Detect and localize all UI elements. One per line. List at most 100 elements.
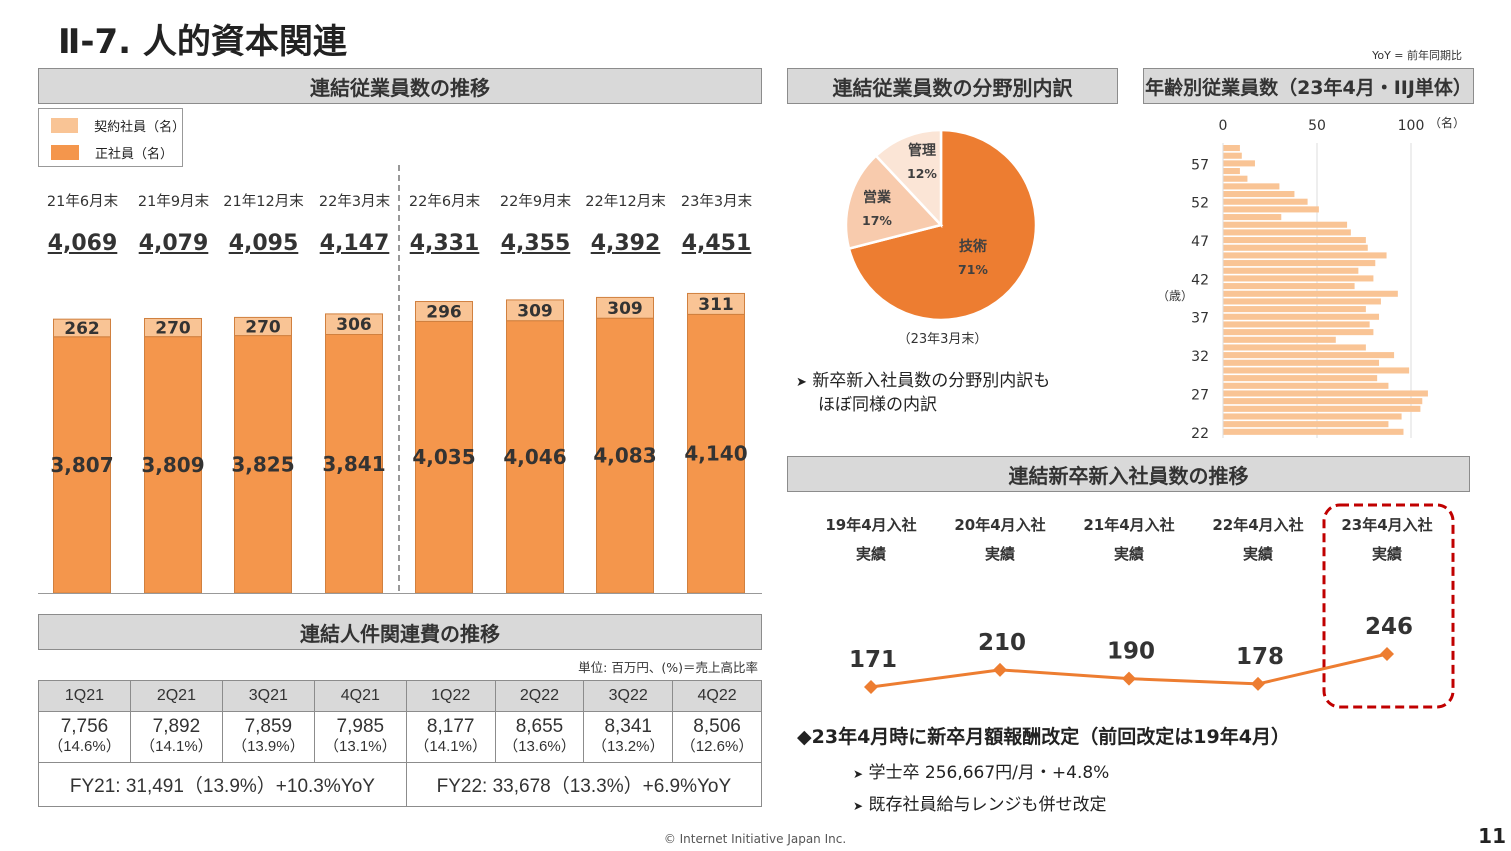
age-bar xyxy=(1223,321,1370,328)
period-label: 21年6月末 xyxy=(46,194,119,210)
category-sublabel: 実績 xyxy=(1372,545,1402,563)
slice-percent: 17% xyxy=(862,213,892,228)
x-tick-label: 50 xyxy=(1308,118,1326,134)
cost-table: 1Q21 2Q21 3Q21 4Q21 1Q22 2Q22 3Q22 4Q22 7,756 （1… xyxy=(38,680,763,807)
age-bar xyxy=(1223,413,1402,420)
y-tick-label: 32 xyxy=(1191,349,1209,365)
age-bar xyxy=(1223,375,1378,382)
regular-value-label: 3,825 xyxy=(231,452,294,476)
category-sublabel: 実績 xyxy=(985,545,1015,563)
regular-value-label: 4,046 xyxy=(503,445,566,469)
ratio-label: （13.1%） xyxy=(324,738,397,755)
data-point-marker xyxy=(1380,647,1394,661)
ratio-label: （13.2%） xyxy=(591,738,665,755)
cost-cell: 7,859 （13.9%） xyxy=(221,711,315,763)
x-tick-label: 100 xyxy=(1398,118,1425,134)
age-bar xyxy=(1223,214,1282,221)
age-bar xyxy=(1223,244,1368,251)
category-sublabel: 実績 xyxy=(1114,545,1144,563)
age-bar xyxy=(1223,252,1387,259)
note-line: 新卒新入社員数の分野別内訳も xyxy=(812,371,1051,391)
age-bar xyxy=(1223,367,1410,374)
pie-slice-1 xyxy=(844,153,944,251)
age-bar xyxy=(1223,198,1308,205)
cost-cell: 8,655 （13.6%） xyxy=(494,711,585,763)
arrow-bullet-icon: ➤ xyxy=(796,375,807,390)
age-bar xyxy=(1223,298,1381,305)
bar-regular xyxy=(415,320,473,594)
arrow-bullet-icon: ➤ xyxy=(853,767,864,781)
age-bar xyxy=(1223,336,1336,343)
slice-percent: 12% xyxy=(907,166,937,181)
bar-contract xyxy=(53,318,111,338)
total-label: 4,451 xyxy=(681,231,752,256)
total-label: 4,355 xyxy=(500,231,571,256)
total-label: 4,069 xyxy=(47,231,118,256)
slice-label: 技術 xyxy=(959,238,987,255)
cost-cell: 8,341 （13.2%） xyxy=(583,711,674,763)
y-tick-label: 27 xyxy=(1191,387,1209,403)
age-bar xyxy=(1223,313,1380,320)
regular-value-label: 3,807 xyxy=(50,453,113,477)
data-label: 210 xyxy=(978,630,1026,656)
contract-value-label: 309 xyxy=(517,301,553,321)
quarter-header: 4Q21 xyxy=(313,680,407,712)
data-point-marker xyxy=(1122,671,1136,686)
period-label: 23年3月末 xyxy=(680,194,753,210)
employees-bar-chart: 262 3,807 270 3,809 270 3,825 306 3,841 296 4,035… xyxy=(38,165,762,594)
age-bar xyxy=(1223,183,1280,190)
age-bar xyxy=(1223,306,1366,313)
bar-contract xyxy=(415,301,473,322)
age-bar xyxy=(1223,152,1242,159)
cost-cell: 7,985 （13.1%） xyxy=(313,711,407,763)
cost-cell: 8,506 （12.6%） xyxy=(672,711,762,763)
slice-label: 営業 xyxy=(863,189,892,206)
y-tick-label: 52 xyxy=(1191,196,1209,212)
page-title: Ⅱ-7. 人的資本関連 xyxy=(58,22,347,62)
age-histogram: 0 50 100 （名） （歳） 57 52 47 42 37 32 27 22 xyxy=(1157,115,1465,442)
contract-value-label: 311 xyxy=(698,295,734,315)
x-unit-label: （名） xyxy=(1429,115,1465,130)
employees-legend: 契約社員（名） 正社員（名） xyxy=(38,108,185,167)
contract-value-label: 296 xyxy=(426,302,462,322)
category-label: 20年4月入社 xyxy=(954,516,1045,534)
period-label: 21年9月末 xyxy=(137,194,210,210)
ratio-label: （12.6%） xyxy=(680,738,754,755)
category-label: 19年4月入社 xyxy=(825,516,916,534)
age-bar xyxy=(1223,405,1421,412)
data-point-marker xyxy=(864,680,878,694)
salary-headline: ◆23年4月時に新卒月額報酬改定（前回改定は19年4月） xyxy=(797,722,1290,749)
breakdown-pie-chart: 技術 71% 営業 17% 管理 12% xyxy=(844,128,1038,322)
data-label: 190 xyxy=(1107,639,1155,665)
period-label: 22年3月末 xyxy=(318,194,391,210)
age-bar xyxy=(1223,160,1255,167)
x-tick-label: 0 xyxy=(1219,118,1228,134)
bar-regular xyxy=(53,336,111,594)
y-tick-label: 37 xyxy=(1191,311,1209,327)
copyright: © Internet Initiative Japan Inc. xyxy=(663,832,847,846)
highlight-box xyxy=(1322,503,1455,709)
period-label: 22年6月末 xyxy=(408,194,481,210)
age-bar xyxy=(1223,260,1376,267)
period-label: 22年9月末 xyxy=(499,194,572,210)
total-label: 4,392 xyxy=(590,231,661,256)
slice-label: 管理 xyxy=(908,142,936,159)
regular-value-label: 3,841 xyxy=(322,452,385,476)
age-bar xyxy=(1223,283,1355,290)
quarter-header: 1Q21 xyxy=(38,680,131,712)
age-bar xyxy=(1223,398,1423,405)
period-label: 21年12月末 xyxy=(223,194,304,210)
ratio-label: （14.1%） xyxy=(140,738,213,755)
salary-item-text: 既存社員給与レンジも併せ改定 xyxy=(868,795,1107,815)
age-bar xyxy=(1223,237,1366,244)
bar-contract xyxy=(234,316,292,337)
bar-regular xyxy=(596,317,654,594)
total-label: 4,147 xyxy=(319,231,390,256)
data-label: 171 xyxy=(849,647,897,673)
age-bar xyxy=(1223,229,1351,236)
y-axis-label: （歳） xyxy=(1157,289,1193,303)
category-sublabel: 実績 xyxy=(856,545,886,563)
regular-value-label: 3,809 xyxy=(141,453,204,477)
age-bar xyxy=(1223,145,1240,152)
